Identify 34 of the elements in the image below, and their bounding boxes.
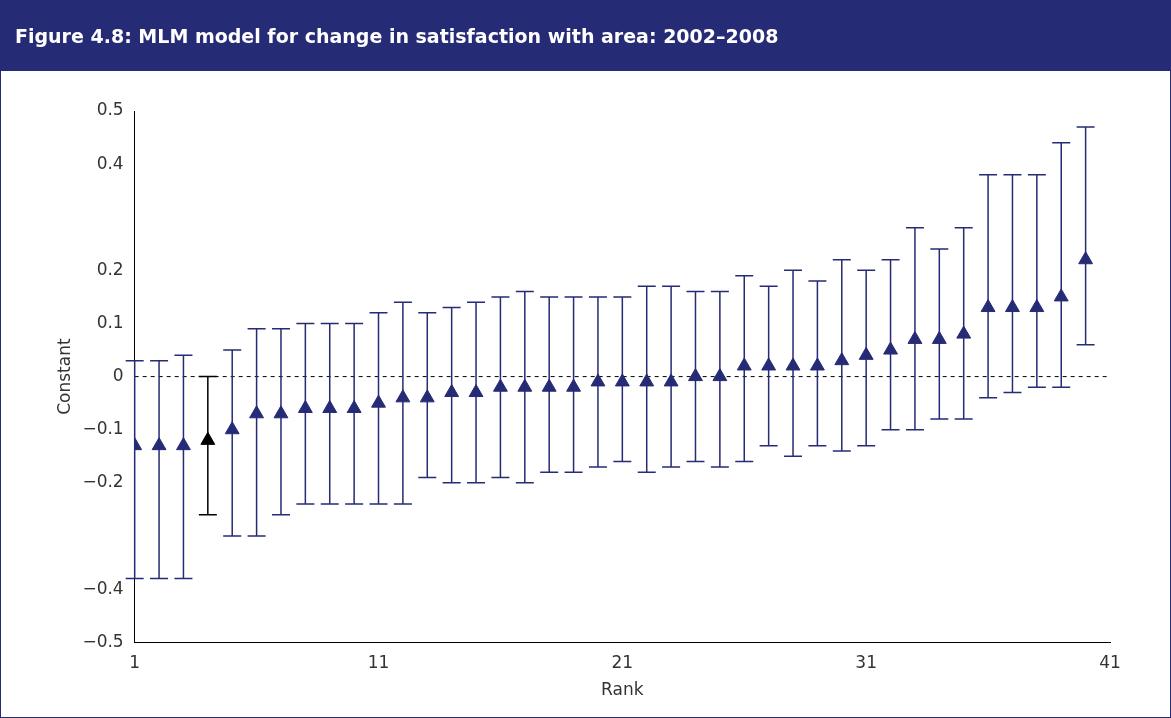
point (931, 330, 947, 344)
point (883, 341, 898, 355)
y-tick-label: 0 (112, 365, 124, 386)
y-tick-label: −0.2 (82, 471, 124, 492)
point (639, 373, 655, 387)
point (761, 357, 777, 371)
point (688, 368, 703, 382)
point (614, 373, 630, 387)
point (736, 357, 752, 371)
point (566, 378, 581, 392)
point (956, 325, 972, 339)
y-tick-label: −0.5 (82, 630, 124, 651)
x-tick-label: 41 (1099, 651, 1121, 672)
x-tick-label: 1 (129, 651, 141, 672)
y-tick-label: −0.1 (82, 418, 124, 439)
y-tick-label: 0.2 (96, 258, 124, 279)
point (176, 437, 191, 451)
point (322, 399, 338, 413)
y-tick-label: −0.4 (82, 577, 124, 598)
x-axis-title: Rank (601, 679, 644, 700)
x-tick-label: 11 (367, 651, 390, 672)
point (444, 384, 460, 398)
y-tick-label: 0.4 (96, 152, 124, 173)
point (297, 399, 313, 413)
point (1005, 299, 1020, 313)
point (493, 378, 508, 392)
y-tick-label: 0.5 (96, 99, 124, 120)
y-tick-label: 0.1 (96, 311, 124, 332)
point (371, 394, 386, 408)
x-tick-label: 21 (611, 651, 634, 672)
x-tick-label: 31 (855, 651, 877, 672)
chart-title: Figure 4.8: MLM model for change in satisfaction with area: 2002–2008 (1, 1, 1170, 71)
y-axis-title: Constant (53, 338, 74, 415)
point (809, 357, 825, 371)
